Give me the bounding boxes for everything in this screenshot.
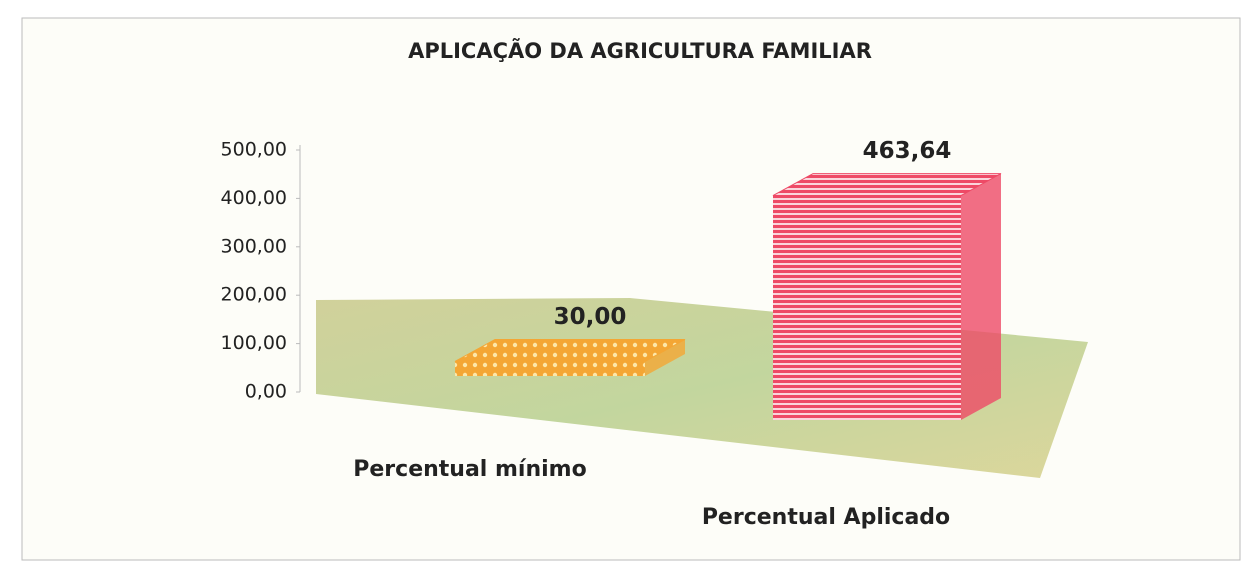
y-tick-label: 200,00 — [221, 284, 287, 306]
y-tick-label: 300,00 — [221, 235, 287, 257]
y-tick-label: 400,00 — [221, 187, 287, 209]
bar — [455, 361, 645, 376]
bar-top — [454, 338, 686, 362]
y-tick-label: 0,00 — [245, 381, 287, 403]
chart-frame — [21, 17, 1241, 561]
bar-side — [645, 339, 685, 376]
bar-side — [961, 173, 1001, 420]
x-tick-label: Percentual mínimo — [353, 457, 586, 482]
value-label: 463,64 — [863, 138, 952, 164]
y-tick-label: 100,00 — [221, 332, 287, 354]
value-label: 30,00 — [554, 304, 627, 330]
y-tick-label: 500,00 — [221, 139, 287, 161]
x-tick-label: Percentual Aplicado — [702, 505, 950, 530]
bar-top — [772, 173, 1002, 197]
bar — [773, 195, 961, 420]
chart-title: APLICAÇÃO DA AGRICULTURA FAMILIAR — [408, 38, 872, 63]
